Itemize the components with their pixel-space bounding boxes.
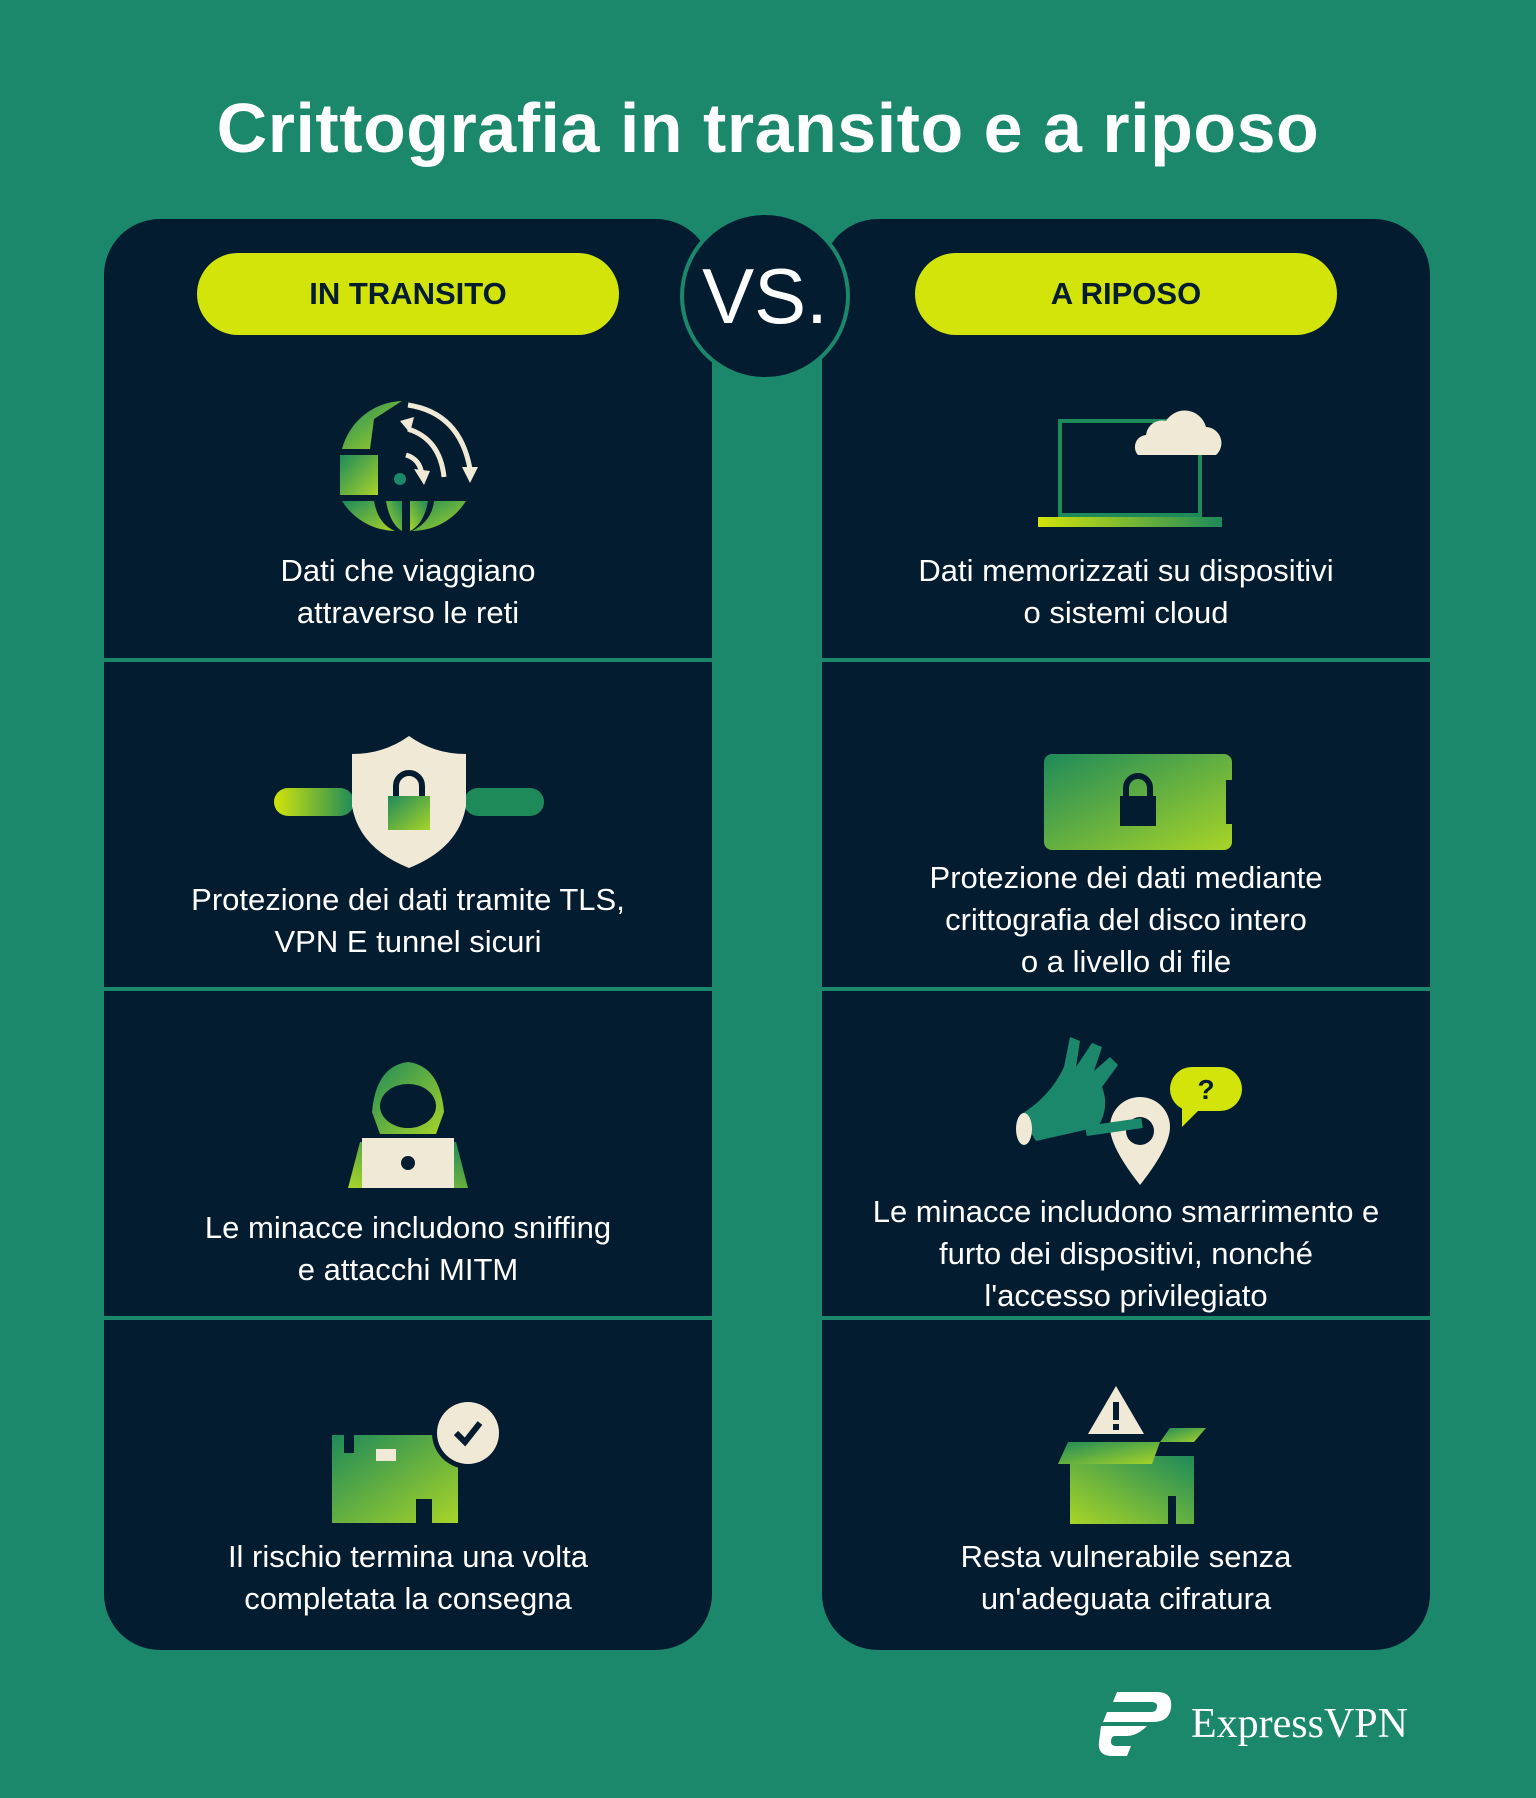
text-line: completata la consegna	[244, 1581, 572, 1616]
row-text: Dati che viaggiano attraverso le reti	[104, 550, 712, 634]
row-text: Dati memorizzati su dispositivi o sistem…	[822, 550, 1430, 634]
row-text: Le minacce includono sniffing e attacchi…	[104, 1207, 712, 1291]
text-line: Dati memorizzati su dispositivi	[918, 553, 1334, 588]
text-line: VPN E tunnel sicuri	[274, 924, 542, 959]
brand-name: ExpressVPN	[1191, 1701, 1408, 1747]
svg-text:?: ?	[1197, 1074, 1214, 1105]
page-title: Crittografia in transito e a riposo	[216, 89, 1320, 167]
row-divider	[822, 1316, 1430, 1320]
text-line: Protezione dei dati tramite TLS,	[191, 882, 625, 917]
row-text: Resta vulnerabile senza un'adeguata cifr…	[822, 1536, 1430, 1620]
text-line: Protezione dei dati mediante	[929, 860, 1323, 895]
row-divider	[104, 1316, 712, 1320]
shield-lock-tunnel-icon	[274, 736, 544, 868]
text-line: Le minacce includono smarrimento e	[872, 1194, 1380, 1229]
text-line: Le minacce includono sniffing	[204, 1210, 612, 1245]
row-divider	[104, 658, 712, 662]
brand-logo: ExpressVPN	[1097, 1692, 1408, 1756]
row-text: Protezione dei dati tramite TLS, VPN E t…	[104, 879, 712, 963]
text-line: Dati che viaggiano	[280, 553, 536, 588]
hand-location-question-icon: ?	[1016, 1037, 1242, 1185]
text-line: attraverso le reti	[296, 595, 520, 630]
text-line: e attacchi MITM	[297, 1252, 519, 1287]
hooded-hacker-laptop-icon	[348, 1062, 468, 1188]
row-text: Protezione dei dati mediante crittografi…	[822, 857, 1430, 983]
row-divider	[822, 658, 1430, 662]
text-line: crittografia del disco intero	[945, 902, 1307, 937]
at-rest-heading: A RIPOSO	[915, 253, 1337, 335]
text-line: furto dei dispositivi, nonché	[939, 1236, 1313, 1271]
text-line: un'adeguata cifratura	[980, 1581, 1272, 1616]
text-line: Resta vulnerabile senza	[960, 1539, 1292, 1574]
locked-drive-icon	[1044, 754, 1234, 850]
text-line: o sistemi cloud	[1023, 595, 1229, 630]
expressvpn-logo-icon	[1098, 1692, 1172, 1756]
vs-badge: VS.	[680, 211, 850, 381]
row-text: Il rischio termina una volta completata …	[104, 1536, 712, 1620]
in-transit-heading: IN TRANSITO	[197, 253, 619, 335]
text-line: Il rischio termina una volta	[227, 1539, 589, 1574]
row-divider	[104, 987, 712, 991]
text-line: o a livello di file	[1020, 944, 1232, 979]
row-divider	[822, 987, 1430, 991]
delivered-package-check-icon	[332, 1399, 502, 1523]
at-rest-panel: A RIPOSO Dati memorizzati su dispositivi…	[822, 219, 1430, 1650]
laptop-cloud-icon	[1038, 410, 1222, 527]
globe-arrows-icon	[340, 401, 478, 531]
text-line: l'accesso privilegiato	[984, 1278, 1268, 1313]
row-text: Le minacce includono smarrimento e furto…	[822, 1191, 1430, 1317]
in-transit-panel: IN TRANSITO Dati che viaggiano attravers…	[104, 219, 712, 1650]
open-box-warning-icon	[1058, 1386, 1206, 1524]
